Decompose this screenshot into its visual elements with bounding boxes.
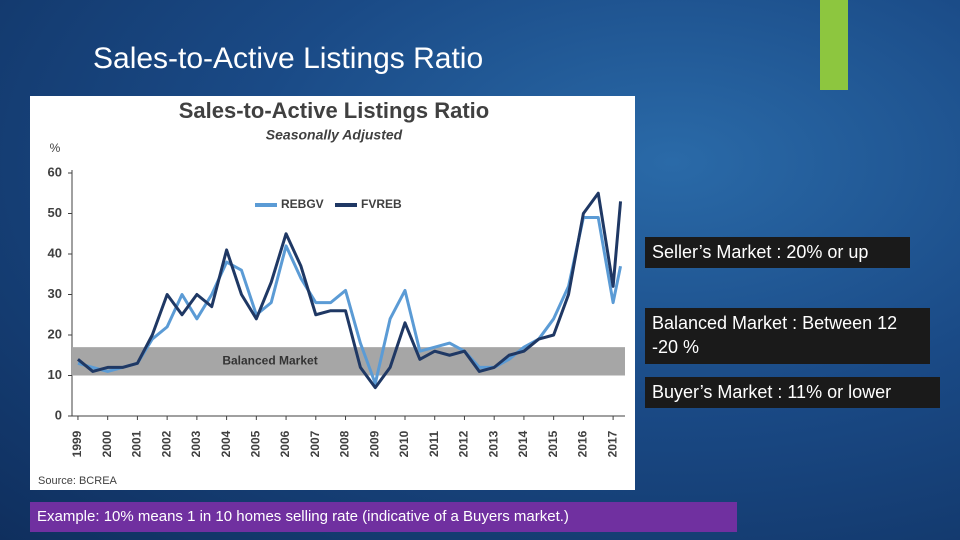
- x-tick-label: 2005: [249, 430, 263, 457]
- x-tick-label: 2009: [367, 430, 381, 457]
- chart-title: Sales-to-Active Listings Ratio: [179, 98, 490, 123]
- legend-label: REBGV: [281, 197, 324, 211]
- y-axis-label: %: [50, 141, 61, 155]
- callout: Buyer’s Market : 11% or lower: [645, 377, 940, 408]
- x-tick-label: 2016: [576, 430, 590, 457]
- y-tick-label: 10: [48, 367, 62, 382]
- accent-bar: [820, 0, 848, 90]
- legend-label: FVREB: [361, 197, 402, 211]
- source: Source: BCREA: [38, 475, 118, 487]
- x-tick-label: 2010: [397, 430, 411, 457]
- series-line: [76, 191, 623, 390]
- x-tick-label: 2000: [100, 430, 114, 457]
- callout: Seller’s Market : 20% or up: [645, 237, 910, 268]
- y-tick-label: 50: [48, 205, 62, 220]
- x-tick-label: 2015: [546, 430, 560, 457]
- x-tick-label: 2003: [189, 430, 203, 457]
- x-tick-label: 2008: [338, 430, 352, 457]
- y-tick-label: 40: [48, 245, 62, 260]
- y-tick-label: 0: [55, 407, 62, 422]
- x-tick-label: 2011: [427, 431, 441, 457]
- x-tick-label: 2017: [605, 430, 619, 457]
- x-tick-label: 2014: [516, 430, 530, 457]
- band-label: Balanced Market: [222, 353, 317, 367]
- y-tick-label: 60: [48, 164, 62, 179]
- x-tick-label: 1999: [70, 430, 84, 457]
- x-tick-label: 2004: [219, 430, 233, 457]
- y-tick-label: 20: [48, 326, 62, 341]
- callout: Balanced Market : Between 12 -20 %: [645, 308, 930, 364]
- x-tick-label: 2006: [278, 430, 292, 457]
- x-tick-label: 2012: [457, 430, 471, 457]
- x-tick-label: 2002: [159, 430, 173, 457]
- x-tick-label: 2007: [308, 430, 322, 457]
- footnote: Example: 10% means 1 in 10 homes selling…: [30, 502, 737, 532]
- y-tick-label: 30: [48, 286, 62, 301]
- chart-panel: [30, 96, 635, 490]
- x-tick-label: 2013: [486, 430, 500, 457]
- chart-subtitle: Seasonally Adjusted: [266, 127, 403, 143]
- balanced-band: [72, 347, 625, 376]
- slide-title: Sales-to-Active Listings Ratio: [93, 42, 483, 75]
- x-tick-label: 2001: [130, 430, 144, 457]
